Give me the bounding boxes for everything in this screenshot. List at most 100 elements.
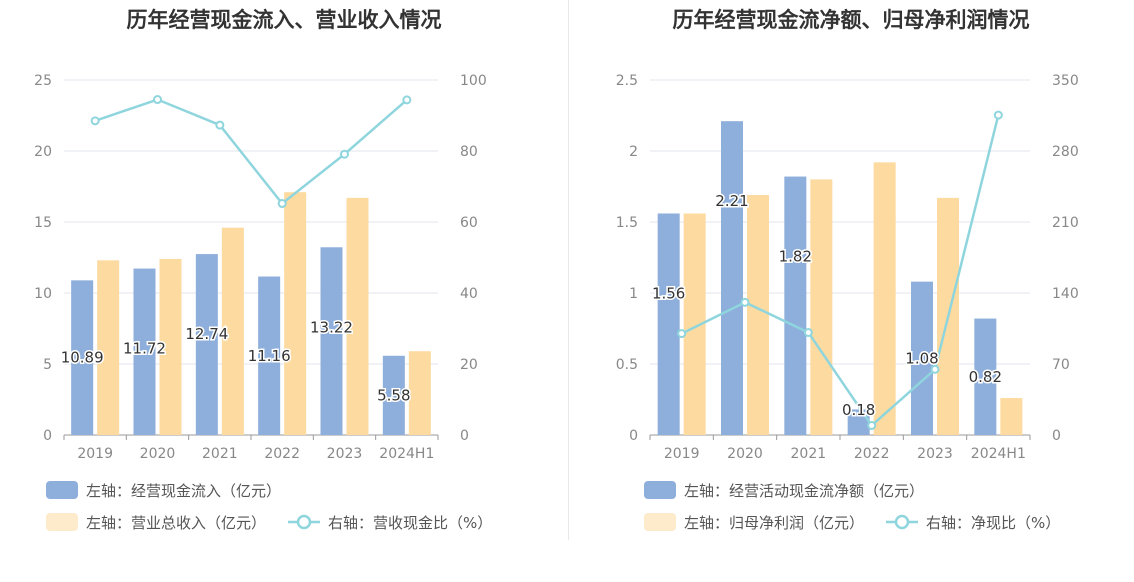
y-left-tick-label: 25 — [34, 73, 52, 89]
line-point — [993, 110, 1003, 120]
y-left-tick-label: 0 — [43, 428, 52, 444]
y-right-tick-label: 20 — [460, 357, 478, 373]
legend-item-bar2[interactable]: 左轴：归母净利润（亿元） — [644, 512, 864, 533]
y-left-tick-label: 5 — [43, 357, 52, 373]
data-label: 11.72 — [123, 340, 166, 358]
line-point — [740, 297, 750, 307]
x-tick-label: 2020 — [727, 446, 763, 462]
chart-panel-right: 历年经营现金流净额、归母净利润情况 0 0.5 1 1.5 2 2.5 0 70 140 210 2… — [568, 0, 1134, 582]
y-right-tick-label: 60 — [460, 215, 478, 231]
y-left-tick-label: 1.5 — [616, 215, 638, 231]
y-right-tick-label: 70 — [1052, 357, 1070, 373]
legend-item-line[interactable]: 右轴：净现比（%） — [886, 512, 1060, 533]
chart-title: 历年经营现金流净额、归母净利润情况 — [672, 8, 1030, 32]
x-tick-label: 2021 — [791, 446, 827, 462]
y-right-tick-label: 0 — [1052, 428, 1061, 444]
data-label: 1.08 — [905, 349, 938, 367]
bar-series1 — [911, 281, 933, 435]
bar-series1 — [320, 247, 343, 435]
legend-line-icon — [886, 514, 919, 530]
y-right-tick-label: 80 — [460, 144, 478, 160]
data-label: 13.22 — [310, 318, 353, 336]
legend-row-2: 左轴：归母净利润（亿元） 右轴：净现比（%） — [644, 510, 1082, 534]
bar-series1 — [133, 268, 156, 435]
line-series — [94, 98, 408, 206]
bar-series2 — [683, 213, 706, 435]
x-tick-label: 2021 — [202, 446, 238, 462]
legend-swatch-bar1 — [46, 481, 78, 499]
data-label: 0.18 — [842, 401, 875, 419]
y-right-tick-label: 210 — [1052, 215, 1079, 231]
x-tick-label: 2024H1 — [971, 446, 1026, 462]
x-tick-label: 2022 — [264, 446, 300, 462]
data-label: 1.56 — [652, 284, 685, 302]
bar-series2 — [873, 162, 896, 436]
y-right-tick-label: 280 — [1052, 144, 1079, 160]
legend-row-1: 左轴：经营现金流入（亿元） — [46, 478, 303, 502]
data-label: 2.21 — [715, 192, 748, 210]
bar-series2 — [408, 351, 431, 435]
line-point — [930, 364, 940, 374]
legend-row-1: 左轴：经营活动现金流净额（亿元） — [644, 478, 946, 502]
line-point — [153, 95, 162, 105]
line-point — [340, 149, 349, 159]
legend-swatch-bar2 — [644, 513, 676, 531]
bar-series2 — [97, 260, 120, 435]
x-tick-label: 2023 — [917, 446, 953, 462]
data-label: 1.82 — [779, 248, 812, 266]
y-left-tick-label: 2.5 — [616, 73, 638, 89]
x-tick-label: 2020 — [140, 446, 176, 462]
bar-series1 — [721, 121, 743, 436]
line-point — [677, 329, 687, 339]
bar-series1 — [258, 276, 281, 435]
legend-swatch-bar1 — [644, 481, 676, 499]
legend-row-2: 左轴：营业总收入（亿元） 右轴：营收现金比（%） — [46, 510, 514, 534]
data-label: 0.82 — [969, 368, 1002, 386]
panel-divider — [568, 0, 569, 540]
y-left-tick-label: 15 — [34, 215, 52, 231]
bar-series1 — [195, 254, 218, 435]
bar-series1 — [784, 176, 807, 435]
y-left-tick-label: 20 — [34, 144, 52, 160]
y-right-tick-label: 40 — [460, 286, 478, 302]
legend-line-icon — [288, 514, 321, 530]
y-left-tick-label: 0 — [629, 428, 638, 444]
line-point — [215, 120, 225, 130]
y-right-tick-label: 0 — [460, 428, 469, 444]
legend-label-bar2: 左轴：归母净利润（亿元） — [684, 513, 865, 532]
y-left-tick-label: 2 — [629, 144, 638, 160]
y-right-tick-label: 350 — [1052, 73, 1079, 89]
bar-series1 — [382, 355, 405, 435]
legend-item-bar1[interactable]: 左轴：经营活动现金流净额（亿元） — [644, 480, 924, 501]
line-point — [277, 199, 287, 209]
legend-item-bar1[interactable]: 左轴：经营现金流入（亿元） — [46, 480, 281, 501]
legend-item-line[interactable]: 右轴：营收现金比（%） — [288, 512, 492, 533]
legend-label-line: 右轴：净现比（%） — [926, 513, 1061, 532]
line-point — [867, 420, 877, 430]
bar-series1 — [974, 318, 997, 435]
x-tick-label: 2024H1 — [379, 446, 434, 462]
chart-panel-left: 历年经营现金流入、营业收入情况 0 5 10 15 20 25 0 20 40 60 80 100 20… — [34, 8, 514, 534]
bar-series1 — [71, 280, 94, 435]
bar-series2 — [221, 227, 244, 435]
chart-title: 历年经营现金流入、营业收入情况 — [126, 8, 442, 32]
legend-label-line: 右轴：营收现金比（%） — [328, 513, 493, 532]
y-left-tick-label: 0.5 — [616, 357, 638, 373]
bar-series2 — [284, 192, 307, 435]
bar-series2 — [159, 258, 182, 435]
data-label: 5.58 — [377, 386, 410, 404]
bar-series2 — [346, 197, 369, 435]
legend-swatch-bar2 — [46, 513, 78, 531]
bar-series1 — [657, 213, 680, 435]
chart-plot-right: 0 0.5 1 1.5 2 2.5 0 70 140 210 280 350 2019 2020 2021 2… — [616, 73, 1079, 462]
y-right-tick-label: 140 — [1052, 286, 1079, 302]
legend-item-bar2[interactable]: 左轴：营业总收入（亿元） — [46, 512, 266, 533]
bar-series2 — [810, 179, 833, 435]
x-tick-label: 2019 — [77, 446, 113, 462]
line-point — [90, 116, 100, 126]
data-label: 12.74 — [185, 325, 228, 343]
y-left-tick-label: 1 — [629, 286, 638, 302]
x-tick-label: 2022 — [854, 446, 890, 462]
chart-plot-left: 0 5 10 15 20 25 0 20 40 60 80 100 2019 2020 2021 2022 20… — [34, 73, 487, 462]
line-series — [681, 114, 1000, 428]
